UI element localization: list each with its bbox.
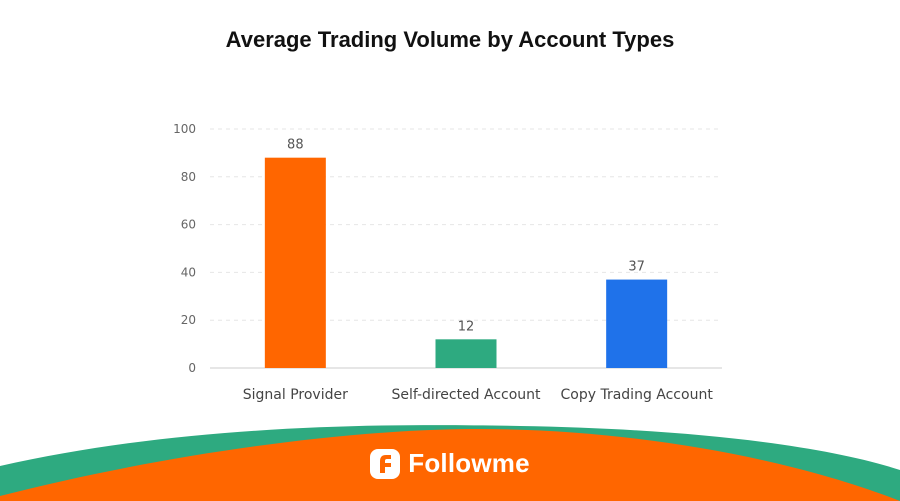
brand-name: Followme (408, 448, 530, 478)
y-tick-label: 80 (181, 170, 196, 184)
bar-chart: 0 20 40 60 80 100 88 Signal Provider 12 Self-dire… (173, 122, 722, 403)
x-tick-label: Self-directed Account (391, 387, 541, 403)
data-label: 88 (287, 138, 304, 153)
chart-title: Average Trading Volume by Account Types (225, 27, 675, 52)
brand-logo: Followme (0, 448, 900, 479)
bar (435, 339, 497, 368)
data-label: 12 (458, 319, 475, 334)
x-tick-label: Signal Provider (243, 387, 348, 403)
bar (264, 157, 326, 368)
y-tick-label: 0 (188, 361, 196, 375)
y-tick-label: 100 (173, 122, 196, 136)
x-tick-label: Copy Trading Account (561, 387, 714, 403)
bar (606, 279, 668, 368)
y-tick-label: 60 (181, 218, 196, 232)
followme-logo-icon (370, 448, 401, 479)
y-tick-label: 40 (181, 265, 196, 279)
y-tick-label: 20 (181, 313, 196, 327)
data-label: 37 (628, 260, 645, 275)
